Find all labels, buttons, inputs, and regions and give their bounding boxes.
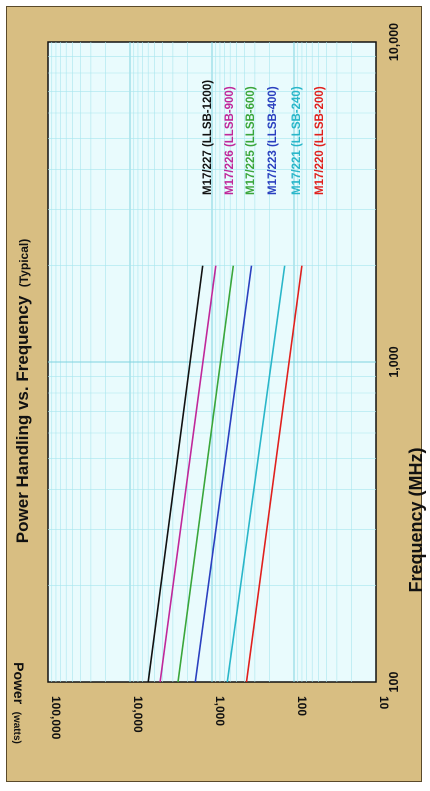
grid	[48, 42, 376, 682]
y-axis-label: Power (watts)	[10, 662, 27, 744]
legend: M17/227 (LLSB-1200) M17/226 (LLSB-900) M17…	[202, 80, 326, 195]
y-tick-label: 100,000	[49, 696, 63, 740]
series-line-6	[245, 265, 303, 683]
legend-entry-3: M17/225 (LLSB-600)	[245, 86, 257, 195]
legend-entry-6: M17/220 (LLSB-200)	[314, 86, 326, 195]
x-tick-label: 100	[387, 672, 401, 693]
legend-entry-4: M17/223 (LLSB-400)	[267, 86, 279, 195]
series-line-4	[194, 265, 253, 683]
legend-entry-5: M17/221 (LLSB-240)	[291, 86, 303, 195]
chart-title: Power Handling vs. Frequency (Typical)	[13, 239, 32, 543]
y-tick-label: 10,000	[131, 696, 145, 733]
series-line-3	[177, 265, 235, 683]
legend-entry-2: M17/226 (LLSB-900)	[224, 86, 236, 195]
legend-entry-1: M17/227 (LLSB-1200)	[202, 80, 214, 195]
y-tick-label: 10	[377, 696, 391, 710]
series-line-5	[226, 265, 286, 683]
series-lines	[147, 265, 303, 683]
series-line-2	[159, 265, 217, 683]
x-tick-labels: 100 1,000 10,000	[387, 23, 401, 693]
series-line-1	[147, 265, 204, 683]
y-tick-label: 100	[295, 696, 309, 716]
x-tick-label: 10,000	[387, 23, 401, 61]
y-tick-labels: 10 100 1,000 10,000 100,000	[49, 696, 391, 740]
x-axis-label: Frequency (MHz)	[406, 447, 426, 592]
x-tick-label: 1,000	[387, 346, 401, 377]
y-tick-label: 1,000	[213, 696, 227, 726]
